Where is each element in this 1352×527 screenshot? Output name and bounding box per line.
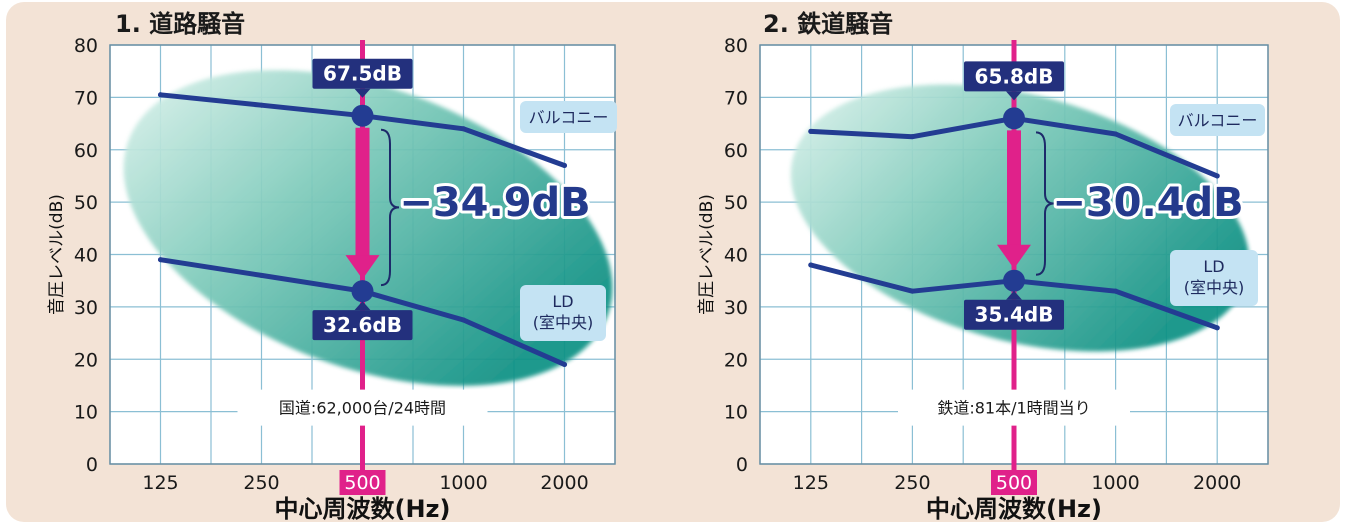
y-tick-label: 30 xyxy=(724,297,748,319)
series-point xyxy=(562,361,567,367)
upper_value-box xyxy=(312,58,413,89)
x-tick-label: 2000 xyxy=(1193,472,1241,494)
series-point xyxy=(259,102,264,108)
upper_value-pointer xyxy=(354,88,371,98)
y-tick-label: 10 xyxy=(74,402,98,424)
difference-brace xyxy=(380,128,400,287)
legend-box-0 xyxy=(520,101,617,133)
upper_value-label: 65.8dB xyxy=(975,64,1054,88)
y-tick-label: 60 xyxy=(74,140,98,162)
series-point xyxy=(1113,288,1119,294)
y-tick-label: 70 xyxy=(724,87,748,109)
difference-label: −30.4dB xyxy=(1052,180,1243,226)
series-point xyxy=(461,126,466,132)
y-tick-label: 30 xyxy=(74,297,98,319)
x-tick-label: 500 xyxy=(344,472,380,494)
x-tick-label: 1000 xyxy=(1091,472,1139,494)
chart-title: 1. 道路騒音 xyxy=(115,10,245,38)
legend-line: LD xyxy=(552,292,573,311)
x-tick-label: 2000 xyxy=(540,472,588,494)
x-axis-label: 中心周波数(Hz) xyxy=(275,495,451,523)
y-tick-label: 40 xyxy=(724,245,748,267)
x-axis-label: 中心周波数(Hz) xyxy=(926,495,1102,523)
y-tick-label: 20 xyxy=(724,349,748,371)
legend-line: LD xyxy=(1203,257,1224,276)
series-point xyxy=(562,162,567,168)
series-point xyxy=(909,134,915,140)
series-point xyxy=(909,288,915,294)
y-tick-label: 80 xyxy=(74,35,98,57)
lower_value-label: 32.6dB xyxy=(323,313,402,337)
x-tick-label: 500 xyxy=(996,472,1032,494)
lower_value-box xyxy=(964,299,1064,330)
upper_value-box xyxy=(964,61,1064,92)
series-point xyxy=(1214,325,1220,331)
legend-label-1: LD (室中央) xyxy=(533,292,594,332)
legend-line: (室中央) xyxy=(533,313,594,332)
difference-arrow-head xyxy=(997,244,1031,269)
legend-box-0 xyxy=(1170,104,1265,136)
y-axis-label: 音圧レベル(dB) xyxy=(47,194,67,315)
lower_value-label: 35.4dB xyxy=(975,303,1054,327)
x-tick-label: 125 xyxy=(793,472,829,494)
note-box xyxy=(898,389,1130,426)
series-point xyxy=(158,92,163,98)
difference-brace xyxy=(1035,131,1055,276)
series-point xyxy=(808,128,814,134)
y-axis-label: 音圧レベル(dB) xyxy=(697,194,717,315)
lower_value-box xyxy=(312,310,413,341)
x-tick-label: 1000 xyxy=(439,472,487,494)
legend-line: (室中央) xyxy=(1184,278,1245,297)
legend-line: バルコニー xyxy=(1178,111,1258,130)
series-point xyxy=(808,262,814,268)
y-tick-label: 80 xyxy=(724,35,748,57)
upper_value-label: 67.5dB xyxy=(323,62,402,86)
difference-arrow-head xyxy=(345,255,380,280)
series-point xyxy=(461,317,466,323)
x-tick-label: 125 xyxy=(142,472,178,494)
chart-road-noise: 67.5dB 32.6dB −34.9dB バルコニー LD (室中央) 国道:62,000… xyxy=(47,10,617,523)
series-point-highlight xyxy=(351,280,374,303)
x-tick-highlight xyxy=(991,470,1037,495)
series-point xyxy=(259,272,264,278)
legend-label-0: バルコニー xyxy=(529,108,609,127)
y-tick-label: 10 xyxy=(724,402,748,424)
lower_value-pointer xyxy=(354,301,371,311)
series-point xyxy=(1214,173,1220,179)
x-tick-label: 250 xyxy=(894,472,930,494)
legend-box-1 xyxy=(1170,250,1258,306)
difference-label: −34.9dB xyxy=(399,180,590,226)
y-tick-label: 50 xyxy=(74,192,98,214)
y-tick-label: 60 xyxy=(724,140,748,162)
y-tick-label: 20 xyxy=(74,349,98,371)
x-tick-label: 250 xyxy=(243,472,279,494)
series-point xyxy=(158,257,163,263)
y-tick-label: 0 xyxy=(736,454,748,476)
y-tick-label: 50 xyxy=(724,192,748,214)
x-tick-highlight xyxy=(339,470,386,495)
chart-title: 2. 鉄道騒音 xyxy=(763,10,893,38)
note-label: 鉄道:81本/1時間当り xyxy=(937,399,1090,418)
upper_value-pointer xyxy=(1006,91,1022,101)
note-label: 国道:62,000台/24時間 xyxy=(279,399,446,418)
legend-label-1: LD (室中央) xyxy=(1184,257,1245,297)
y-tick-label: 70 xyxy=(74,87,98,109)
note-box xyxy=(237,389,488,426)
series-point-highlight xyxy=(1003,107,1025,130)
series-point xyxy=(1113,131,1119,137)
series-point-highlight xyxy=(1003,269,1025,292)
y-tick-label: 40 xyxy=(74,245,98,267)
lower_value-pointer xyxy=(1006,290,1022,300)
legend-box-1 xyxy=(520,285,606,341)
chart-railway-noise: 65.8dB 35.4dB −30.4dB バルコニー LD (室中央) 鉄道:81本/1時… xyxy=(697,10,1269,523)
y-tick-label: 0 xyxy=(86,454,98,476)
legend-label-0: バルコニー xyxy=(1178,111,1258,130)
series-point-highlight xyxy=(351,104,374,127)
legend-line: バルコニー xyxy=(529,108,609,127)
